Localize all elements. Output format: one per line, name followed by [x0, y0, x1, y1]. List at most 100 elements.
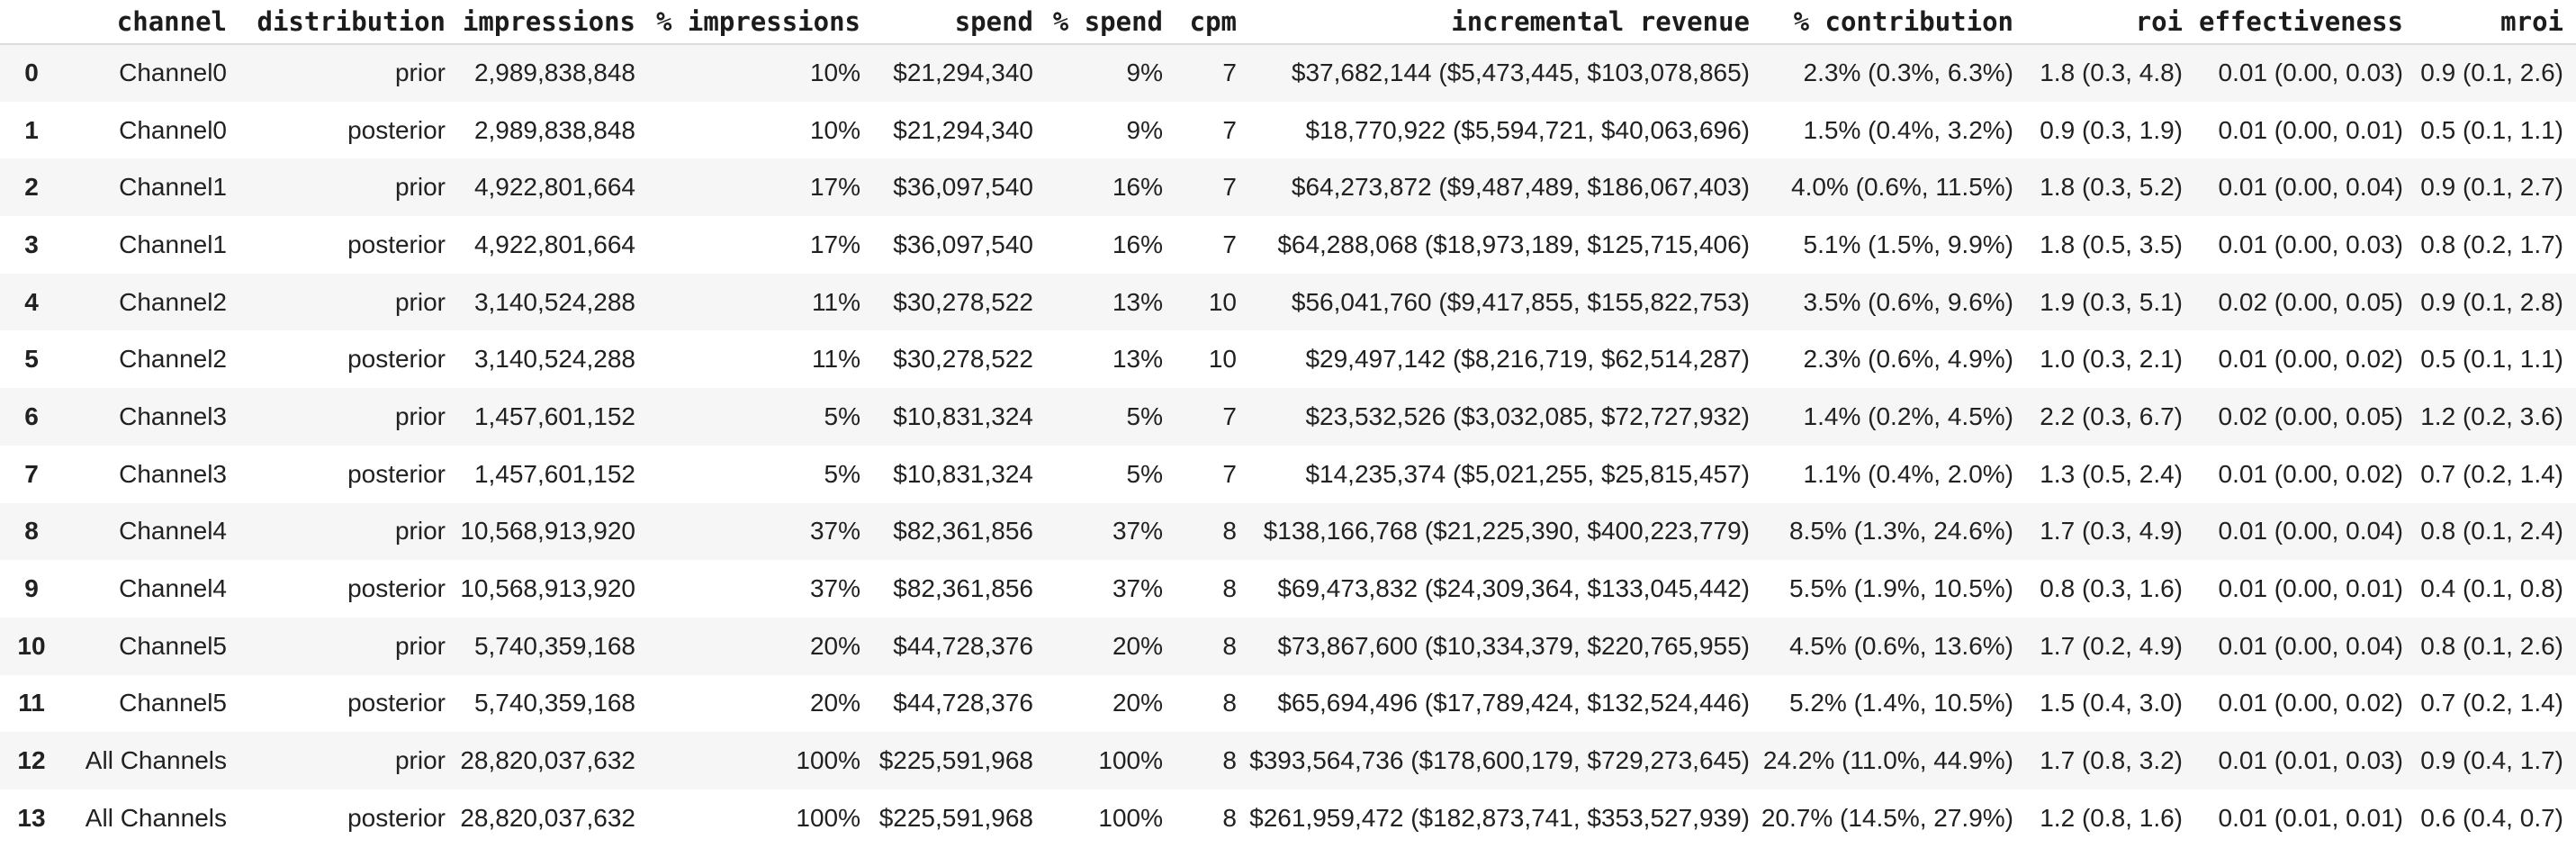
cell-roi: 1.2 (0.8, 1.6)	[2040, 803, 2183, 832]
cell-distribution: posterior	[347, 574, 446, 603]
cell-impressions: 28,820,037,632	[460, 746, 635, 775]
cell-roi: 1.8 (0.3, 4.8)	[2040, 59, 2183, 87]
cell-mroi: 0.8 (0.1, 2.4)	[2420, 517, 2563, 546]
cell-pct-contribution: 5.2% (1.4%, 10.5%)	[1788, 689, 2013, 717]
column-header-effectiveness: effectiveness	[2183, 0, 2403, 45]
cell-mroi: 0.8 (0.2, 1.7)	[2420, 230, 2563, 258]
row-index-cell: 6	[24, 401, 39, 430]
table-row: 7 Channel3 posterior 1,457,601,152 5% $10,831…	[0, 445, 2576, 503]
table-header: channel distribution impressions% impressi…	[0, 0, 2576, 45]
row-index-cell: 0	[24, 59, 39, 87]
cell-impressions: 5,740,359,168	[473, 689, 635, 717]
cell-mroi: 0.9 (0.1, 2.8)	[2420, 287, 2563, 316]
cell-channel: Channel5	[119, 689, 227, 717]
cell-effectiveness: 0.02 (0.00, 0.05)	[2218, 287, 2403, 316]
column-header-roi: roi	[2013, 0, 2183, 45]
cell-impressions: 2,989,838,848	[473, 115, 635, 144]
table-row: 12 All Channels prior 28,820,037,632 100% $22…	[0, 732, 2576, 789]
cell-pct-spend: 37%	[1112, 574, 1163, 603]
cell-distribution: prior	[394, 287, 446, 316]
cell-effectiveness: 0.01 (0.00, 0.02)	[2218, 689, 2403, 717]
table-row: 5 Channel2 posterior 3,140,524,288 11% $30,27…	[0, 330, 2576, 389]
cell-roi: 1.8 (0.5, 3.5)	[2040, 230, 2183, 258]
cell-impressions: 4,922,801,664	[473, 230, 635, 258]
cell-channel: Channel5	[119, 631, 227, 660]
table-row: 9 Channel4 posterior 10,568,913,920 37% $82,3…	[0, 560, 2576, 618]
cell-cpm: 7	[1222, 459, 1237, 488]
cell-mroi: 0.6 (0.4, 0.7)	[2420, 803, 2563, 832]
cell-roi: 1.5 (0.4, 3.0)	[2040, 689, 2183, 717]
column-header-distribution: distribution	[227, 0, 446, 45]
column-header-pct-spend: % spend	[1033, 0, 1163, 45]
cell-impressions: 3,140,524,288	[473, 287, 635, 316]
column-header-pct-contribution: % contribution	[1750, 0, 2013, 45]
cell-cpm: 8	[1222, 574, 1237, 603]
cell-pct-spend: 37%	[1112, 517, 1163, 546]
cell-spend: $225,591,968	[878, 746, 1033, 775]
cell-distribution: posterior	[347, 689, 446, 717]
table-row: 8 Channel4 prior 10,568,913,920 37% $82,361,8…	[0, 502, 2576, 561]
cell-impressions: 3,140,524,288	[473, 345, 635, 374]
table-row: 4 Channel2 prior 3,140,524,288 11% $30,278,52…	[0, 273, 2576, 331]
cell-incremental-revenue: $18,770,922 ($5,594,721, $40,063,696)	[1305, 115, 1750, 144]
row-index-cell: 5	[24, 345, 39, 374]
cell-incremental-revenue: $69,473,832 ($24,309,364, $133,045,442)	[1277, 574, 1750, 603]
row-index-cell: 11	[18, 689, 45, 717]
cell-pct-contribution: 24.2% (11.0%, 44.9%)	[1762, 746, 2013, 775]
cell-distribution: prior	[394, 517, 446, 546]
cell-roi: 1.7 (0.3, 4.9)	[2040, 517, 2183, 546]
cell-cpm: 7	[1222, 173, 1237, 202]
cell-pct-impressions: 17%	[809, 173, 860, 202]
cell-pct-contribution: 3.5% (0.6%, 9.6%)	[1803, 287, 2013, 316]
column-header-pct-impressions: % impressions	[635, 0, 860, 45]
cell-cpm: 8	[1222, 803, 1237, 832]
cell-effectiveness: 0.01 (0.00, 0.02)	[2218, 345, 2403, 374]
row-index-cell: 2	[24, 173, 39, 202]
cell-mroi: 0.9 (0.1, 2.6)	[2420, 59, 2563, 87]
cell-spend: $82,361,856	[893, 574, 1033, 603]
cell-distribution: prior	[394, 746, 446, 775]
cell-distribution: prior	[394, 401, 446, 430]
cell-channel: Channel3	[119, 459, 227, 488]
cell-pct-impressions: 17%	[809, 230, 860, 258]
cell-impressions: 5,740,359,168	[473, 631, 635, 660]
cell-pct-impressions: 20%	[809, 689, 860, 717]
cell-pct-spend: 13%	[1112, 345, 1163, 374]
cell-impressions: 10,568,913,920	[460, 574, 635, 603]
cell-pct-impressions: 20%	[809, 631, 860, 660]
cell-impressions: 1,457,601,152	[473, 401, 635, 430]
cell-pct-contribution: 1.4% (0.2%, 4.5%)	[1803, 401, 2013, 430]
cell-mroi: 0.7 (0.2, 1.4)	[2420, 459, 2563, 488]
cell-effectiveness: 0.01 (0.00, 0.01)	[2218, 574, 2403, 603]
cell-channel: Channel3	[119, 401, 227, 430]
cell-spend: $44,728,376	[893, 689, 1033, 717]
cell-cpm: 10	[1208, 345, 1237, 374]
cell-incremental-revenue: $64,288,068 ($18,973,189, $125,715,406)	[1277, 230, 1750, 258]
cell-spend: $30,278,522	[893, 345, 1033, 374]
cell-channel: Channel2	[119, 345, 227, 374]
table-row: 10 Channel5 prior 5,740,359,168 20% $44,728,3…	[0, 617, 2576, 675]
cell-incremental-revenue: $393,564,736 ($178,600,179, $729,273,645…	[1249, 746, 1750, 775]
cell-cpm: 10	[1208, 287, 1237, 316]
column-header-mroi: mroi	[2403, 0, 2576, 45]
cell-pct-impressions: 37%	[809, 574, 860, 603]
cell-cpm: 7	[1222, 230, 1237, 258]
cell-roi: 0.8 (0.3, 1.6)	[2040, 574, 2183, 603]
cell-incremental-revenue: $14,235,374 ($5,021,255, $25,815,457)	[1305, 459, 1750, 488]
cell-distribution: posterior	[347, 803, 446, 832]
cell-incremental-revenue: $29,497,142 ($8,216,719, $62,514,287)	[1305, 345, 1750, 374]
cell-cpm: 7	[1222, 59, 1237, 87]
cell-roi: 0.9 (0.3, 1.9)	[2040, 115, 2183, 144]
cell-pct-spend: 5%	[1126, 459, 1163, 488]
cell-pct-contribution: 2.3% (0.3%, 6.3%)	[1803, 59, 2013, 87]
cell-roi: 1.3 (0.5, 2.4)	[2040, 459, 2183, 488]
cell-pct-contribution: 1.1% (0.4%, 2.0%)	[1803, 459, 2013, 488]
cell-pct-impressions: 5%	[824, 401, 860, 430]
cell-incremental-revenue: $138,166,768 ($21,225,390, $400,223,779)	[1263, 517, 1750, 546]
row-index-cell: 8	[24, 517, 39, 546]
cell-spend: $10,831,324	[893, 401, 1033, 430]
cell-roi: 1.0 (0.3, 2.1)	[2040, 345, 2183, 374]
cell-effectiveness: 0.01 (0.01, 0.01)	[2218, 803, 2403, 832]
cell-distribution: posterior	[347, 115, 446, 144]
